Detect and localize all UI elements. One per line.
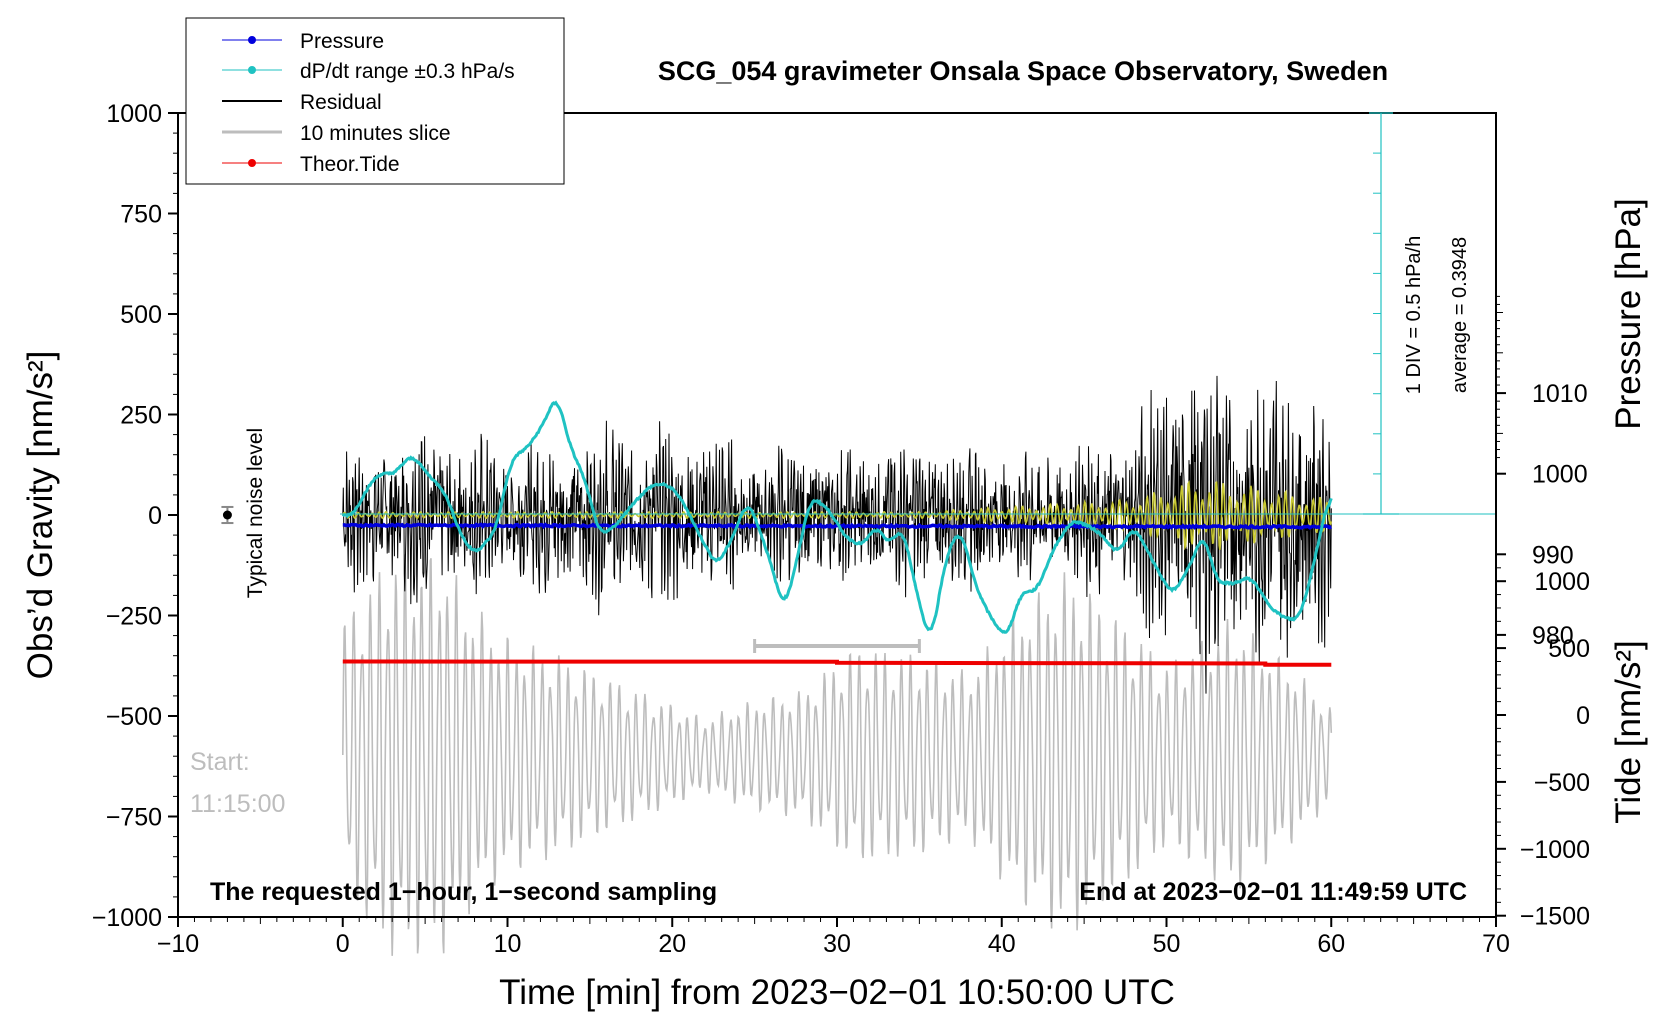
x-tick-label: 70 [1482,930,1510,958]
pressure-tick-label: 980 [1532,622,1574,650]
y-tick-label: −500 [106,703,162,731]
div-label: 1 DIV = 0.5 hPa/h [1403,236,1425,394]
start-time: 11:15:00 [190,790,285,818]
x-tick-label: 60 [1317,930,1345,958]
residual-series-line [342,375,1332,694]
legend-label-dpdt: dP/dt range ±0.3 hPa/s [300,60,515,83]
y-tick-label: 0 [148,502,162,530]
pressure-tick-label: 1000 [1532,461,1588,489]
end-time-note: End at 2023−02−01 11:49:59 UTC [1079,878,1467,906]
legend-item-dpdt: dP/dt range ±0.3 hPa/s [222,60,515,83]
legend: Pressure dP/dt range ±0.3 hPa/s Residual… [185,17,565,185]
dpdt-series-line [341,400,1333,634]
x-tick-label: 0 [336,930,350,958]
y-tick-label: −1000 [92,904,162,932]
x-tick-label: 50 [1153,930,1181,958]
x-axis-label: Time [min] from 2023−02−01 10:50:00 UTC [499,973,1175,1012]
slice-series-line [342,554,1333,956]
axes-layer: −10 0 10 20 30 40 50 60 70 1000 750 500 250 0 −250 −500… [92,100,1590,958]
legend-label-tide: Theor.Tide [300,153,400,176]
x-tick-label: 20 [658,930,686,958]
pressure-tick-label: 1010 [1532,380,1588,408]
start-label: Start: [190,748,250,776]
tide-series-line [342,659,1332,667]
legend-item-pressure: Pressure [222,30,384,53]
y-axis-label-tide: Tide [nm/s²] [1609,640,1648,823]
residual-layer [342,375,1332,694]
legend-item-residual: Residual [222,91,382,114]
legend-item-slice: 10 minutes slice [222,122,451,145]
y-axis-label-left: Obs’d Gravity [nm/s²] [21,351,60,680]
tide-tick-label: −1500 [1520,903,1590,931]
tide-tick-label: 1000 [1534,568,1590,596]
y-tick-label: −750 [106,804,162,832]
legend-item-tide: Theor.Tide [222,153,400,176]
y-tick-label: −250 [106,603,162,631]
y-tick-label: 1000 [106,100,162,128]
tide-tick-label: −1000 [1520,836,1590,864]
y-tick-label: 500 [120,301,162,329]
slice-layer [342,554,1333,956]
y-tick-label: 250 [120,402,162,430]
average-label: average = 0.3948 [1449,237,1471,393]
legend-label-pressure: Pressure [300,30,384,53]
chart-title: SCG_054 gravimeter Onsala Space Observat… [658,56,1388,86]
x-tick-label: 40 [988,930,1016,958]
tide-tick-label: 0 [1576,702,1590,730]
noise-level-label: Typical noise level [244,428,267,598]
y-tick-label: 750 [120,201,162,229]
x-tick-label: 30 [823,930,851,958]
legend-label-slice: 10 minutes slice [300,122,451,145]
legend-label-residual: Residual [300,91,382,114]
x-tick-label: −10 [157,930,199,958]
noise-marker-point [222,510,232,520]
tide-tick-label: −500 [1534,769,1590,797]
tide-tick-label: 500 [1548,635,1590,663]
x-tick-label: 10 [494,930,522,958]
y-axis-label-pressure: Pressure [hPa] [1609,198,1648,430]
sampling-note: The requested 1−hour, 1−second sampling [210,878,717,906]
pressure-tick-label: 990 [1532,541,1574,569]
lines-layer [221,400,1496,667]
